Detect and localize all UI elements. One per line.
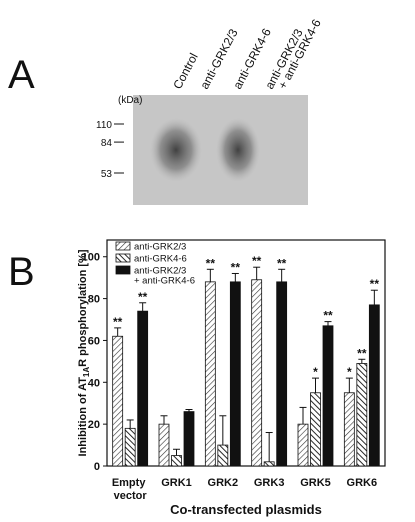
bar [322,325,334,467]
legend-label: anti-GRK2/3 + anti-GRK4-6 [134,266,195,287]
blot-band [216,118,260,182]
x-tick-label: Empty vector [112,477,149,502]
bar [217,444,229,467]
y-tick-label: 80 [88,294,100,306]
significance: ** [231,260,241,274]
bar [356,363,368,467]
bar [343,392,355,467]
significance: ** [323,309,333,323]
legend-label: anti-GRK4-6 [134,254,187,265]
bar [310,392,321,467]
y-tick-label: 20 [88,419,100,431]
bar [368,304,380,467]
bar [183,411,195,467]
bar [276,281,288,467]
x-tick-label: GRK3 [254,477,285,489]
bar [124,427,136,467]
x-tick-label: GRK1 [161,477,192,489]
bar [229,281,241,467]
marker-label: 53 [101,169,113,180]
x-tick-label: GRK5 [300,477,331,489]
significance: ** [206,256,216,270]
y-axis-label-part: 1A [82,367,91,377]
bar [137,310,149,467]
y-axis-label: Inhibition of AT1AR phosphorylation [%] [77,249,91,456]
significance: * [313,365,318,379]
significance: ** [138,290,148,304]
y-tick-label: 40 [88,377,100,389]
y-axis-label-part: Inhibition of AT [77,377,89,457]
bar [251,279,263,467]
legend-swatch [115,265,131,275]
y-axis-label-part: R phosphorylation [%] [77,249,89,367]
significance: ** [277,256,287,270]
kda-label: (kDa) [118,95,142,106]
significance: ** [370,277,380,291]
bar [263,461,275,467]
x-tick-label: GRK6 [347,477,378,489]
marker-label: 84 [101,138,113,149]
legend-label: anti-GRK2/3 [134,242,186,253]
panel-label: B [8,250,35,294]
marker-label: 110 [96,120,112,131]
panel-label: A [8,53,35,97]
plot-frame [106,239,386,467]
legend-swatch [115,241,131,251]
y-tick-label: 60 [88,335,100,347]
significance: * [347,365,352,379]
significance: ** [357,346,367,360]
x-axis-label: Co-transfected plasmids [170,502,322,517]
x-tick-label: GRK2 [208,477,239,489]
bar [171,455,182,467]
y-tick-label: 100 [82,252,100,264]
significance: ** [113,315,123,329]
y-tick-label: 0 [94,461,100,473]
bar [204,281,216,467]
bar [112,335,124,467]
blot-band [150,118,202,182]
bar [297,423,309,467]
significance: ** [252,254,262,268]
bar [158,423,170,467]
legend-swatch [115,253,131,263]
